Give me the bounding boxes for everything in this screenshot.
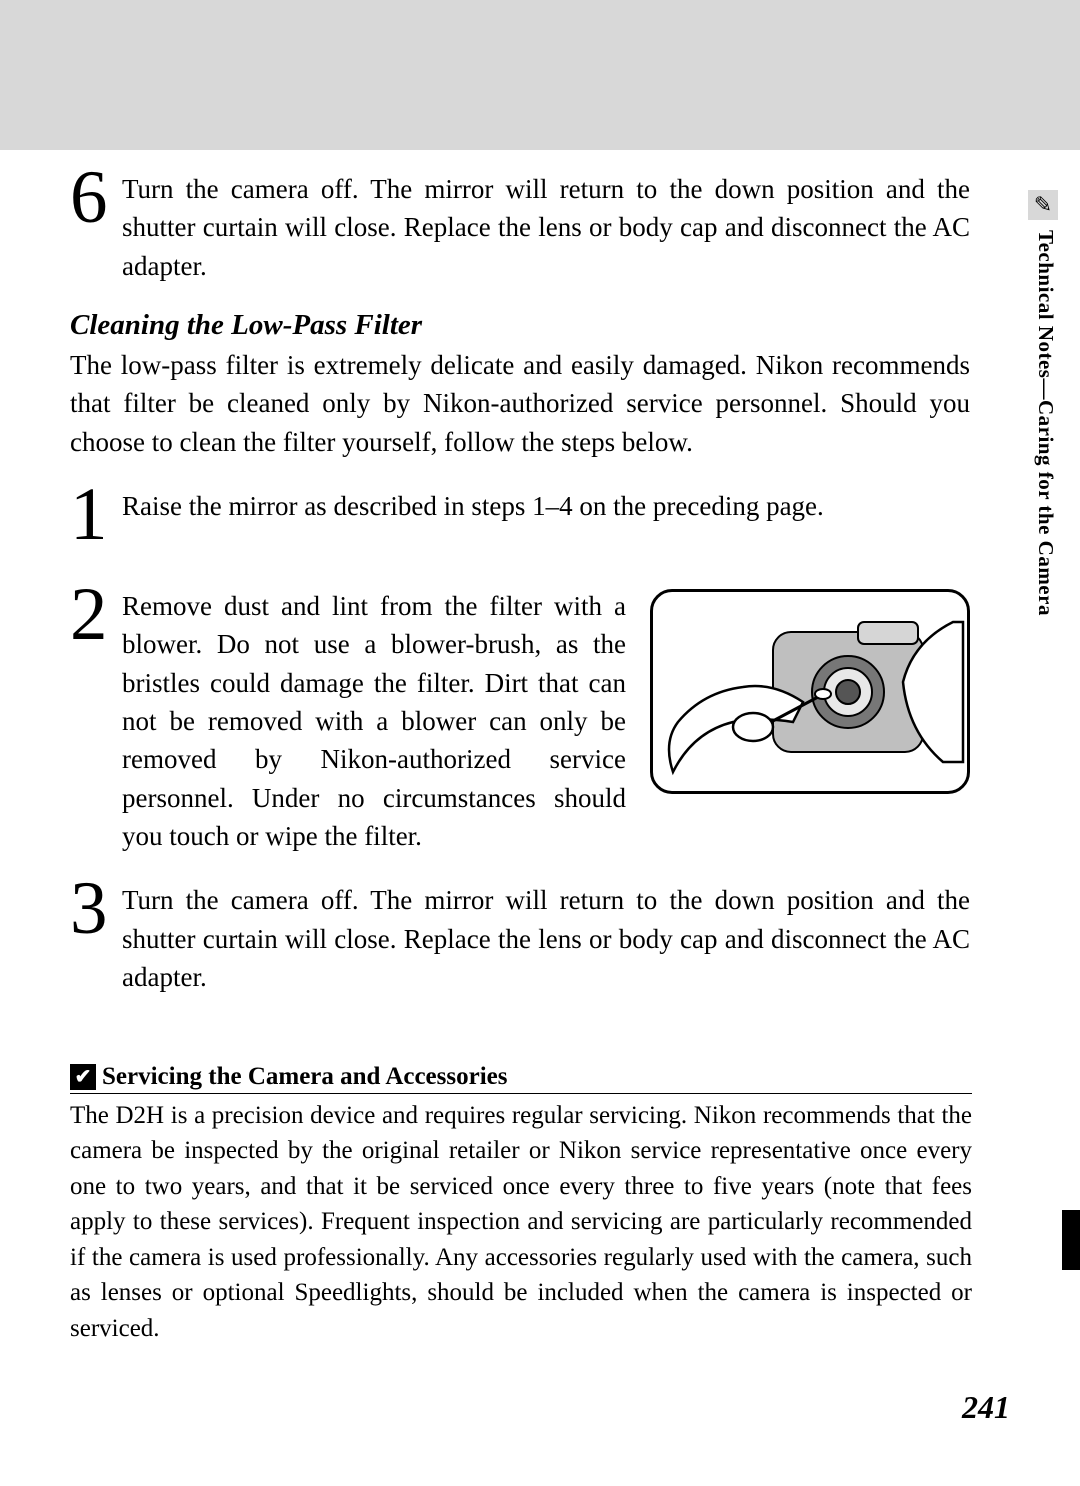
- pencil-icon: ✎: [1034, 192, 1052, 218]
- step-text: Remove dust and lint from the filter wit…: [122, 585, 626, 855]
- step-3: 3 Turn the camera off. The mirror will r…: [70, 879, 970, 996]
- step-number: 3: [70, 879, 114, 939]
- intro-paragraph: The low-pass filter is extremely delicat…: [70, 346, 970, 461]
- manual-page: ✎ Technical Notes—Caring for the Camera …: [0, 0, 1080, 1486]
- checkmark-icon: ✔: [70, 1064, 96, 1090]
- step-number: 1: [70, 485, 114, 545]
- note-body: The D2H is a precision device and requir…: [70, 1098, 972, 1347]
- step-2-text-wrap: 2 Remove dust and lint from the filter w…: [70, 585, 626, 855]
- camera-blower-svg: [653, 592, 970, 794]
- top-gray-band: [0, 0, 1080, 150]
- subheading-cleaning-low-pass-filter: Cleaning the Low-Pass Filter: [70, 309, 970, 342]
- step-2: 2 Remove dust and lint from the filter w…: [70, 585, 970, 855]
- step-6: 6 Turn the camera off. The mirror will r…: [70, 168, 970, 285]
- side-tab-icon-box: ✎: [1028, 190, 1058, 220]
- camera-cleaning-illustration: [650, 589, 970, 794]
- note-title: Servicing the Camera and Accessories: [102, 1063, 507, 1091]
- page-number: 241: [962, 1389, 1010, 1426]
- step-text: Raise the mirror as described in steps 1…: [122, 485, 970, 525]
- side-tab-label: Technical Notes—Caring for the Camera: [1028, 230, 1058, 616]
- note-divider: [70, 1093, 972, 1094]
- step-number: 6: [70, 168, 114, 228]
- step-text: Turn the camera off. The mirror will ret…: [122, 168, 970, 285]
- step-number: 2: [70, 585, 114, 645]
- step-text: Turn the camera off. The mirror will ret…: [122, 879, 970, 996]
- step-1: 1 Raise the mirror as described in steps…: [70, 485, 970, 545]
- side-black-tab: [1062, 1210, 1080, 1270]
- servicing-note: ✔ Servicing the Camera and Accessories T…: [70, 1063, 972, 1347]
- note-header: ✔ Servicing the Camera and Accessories: [70, 1063, 972, 1091]
- page-content: 6 Turn the camera off. The mirror will r…: [70, 168, 970, 1020]
